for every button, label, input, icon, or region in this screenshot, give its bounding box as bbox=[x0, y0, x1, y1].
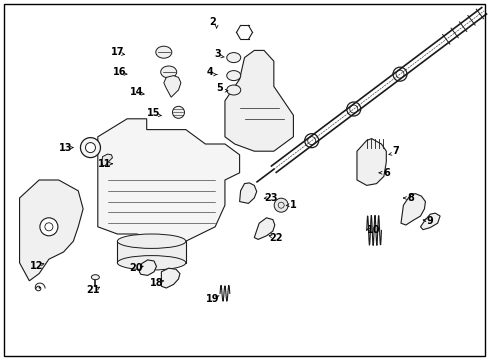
Polygon shape bbox=[400, 194, 425, 225]
Text: 3: 3 bbox=[214, 49, 221, 59]
Text: 4: 4 bbox=[206, 67, 213, 77]
Circle shape bbox=[85, 143, 95, 153]
Text: 8: 8 bbox=[407, 193, 413, 203]
Text: 15: 15 bbox=[147, 108, 161, 118]
Ellipse shape bbox=[117, 234, 185, 248]
Text: 18: 18 bbox=[149, 278, 163, 288]
Circle shape bbox=[81, 138, 100, 158]
Polygon shape bbox=[161, 268, 180, 288]
Polygon shape bbox=[356, 139, 386, 185]
Polygon shape bbox=[224, 50, 293, 151]
Text: 11: 11 bbox=[98, 159, 112, 169]
Text: 10: 10 bbox=[366, 225, 380, 235]
Circle shape bbox=[274, 198, 287, 212]
Circle shape bbox=[278, 202, 284, 208]
Text: 6: 6 bbox=[382, 168, 389, 178]
Text: 21: 21 bbox=[86, 285, 100, 295]
Circle shape bbox=[40, 218, 58, 236]
Text: 7: 7 bbox=[392, 146, 399, 156]
Polygon shape bbox=[163, 76, 181, 97]
Ellipse shape bbox=[91, 275, 99, 280]
Text: 12: 12 bbox=[30, 261, 43, 271]
Text: 19: 19 bbox=[205, 294, 219, 304]
Ellipse shape bbox=[226, 71, 240, 81]
Text: 14: 14 bbox=[130, 87, 143, 97]
Polygon shape bbox=[254, 218, 274, 239]
Text: 9: 9 bbox=[426, 216, 433, 226]
Polygon shape bbox=[420, 213, 439, 230]
Polygon shape bbox=[117, 241, 185, 263]
Text: 20: 20 bbox=[129, 263, 142, 273]
Ellipse shape bbox=[156, 46, 171, 58]
Ellipse shape bbox=[117, 256, 185, 270]
Polygon shape bbox=[239, 183, 256, 203]
Circle shape bbox=[45, 223, 53, 231]
Text: 17: 17 bbox=[110, 47, 124, 57]
Text: 23: 23 bbox=[264, 193, 278, 203]
Text: 5: 5 bbox=[216, 83, 223, 93]
Polygon shape bbox=[139, 260, 156, 275]
Text: 1: 1 bbox=[289, 200, 296, 210]
Text: 13: 13 bbox=[59, 143, 73, 153]
Ellipse shape bbox=[226, 85, 240, 95]
Text: 2: 2 bbox=[209, 17, 216, 27]
Ellipse shape bbox=[161, 66, 176, 78]
Ellipse shape bbox=[226, 53, 240, 63]
Polygon shape bbox=[102, 154, 112, 166]
Polygon shape bbox=[98, 119, 239, 241]
Polygon shape bbox=[20, 180, 83, 281]
Text: 22: 22 bbox=[269, 233, 283, 243]
Text: 16: 16 bbox=[113, 67, 126, 77]
Circle shape bbox=[172, 106, 184, 118]
